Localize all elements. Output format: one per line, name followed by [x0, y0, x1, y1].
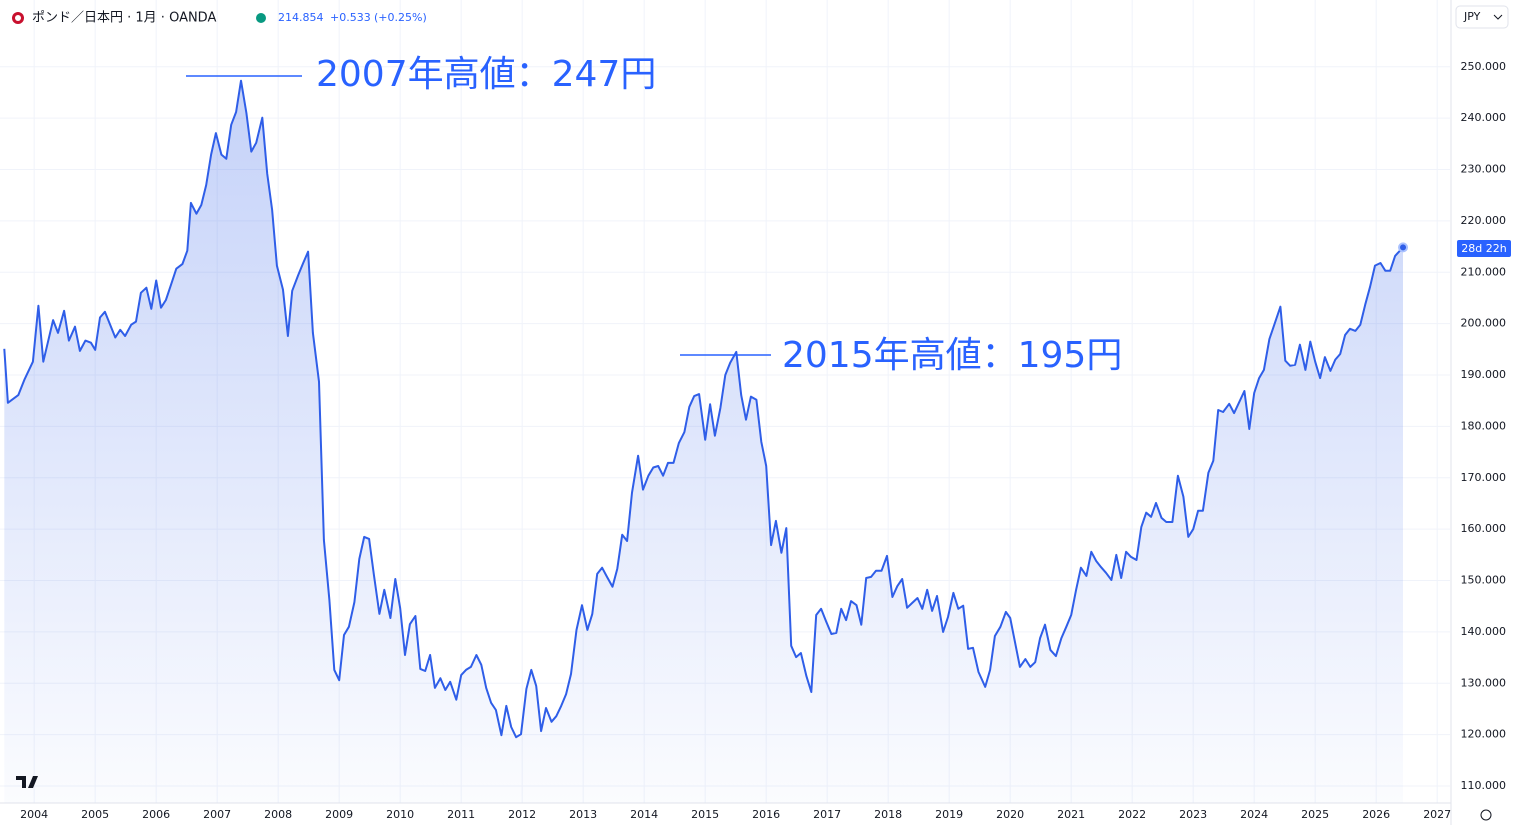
x-tick-label: 2007 [203, 808, 231, 821]
x-tick-label: 2004 [20, 808, 48, 821]
x-tick-label: 2006 [142, 808, 170, 821]
plot [3, 79, 1409, 803]
price-line [3, 79, 1404, 739]
x-tick-label: 2014 [630, 808, 658, 821]
x-tick-label: 2017 [813, 808, 841, 821]
x-tick-label: 2024 [1240, 808, 1268, 821]
x-tick-label: 2011 [447, 808, 475, 821]
price-change: +0.533 [330, 11, 371, 24]
y-tick-label: 200.000 [1461, 317, 1507, 330]
logo[interactable] [16, 776, 38, 788]
symbol-title: ポンド／日本円 · 1月 · OANDA [32, 11, 216, 26]
x-tick-label: 2016 [752, 808, 780, 821]
y-tick-label: 140.000 [1461, 625, 1507, 638]
y-tick-label: 120.000 [1461, 728, 1507, 741]
y-tick-label: 220.000 [1461, 214, 1507, 227]
y-tick-label: 250.000 [1461, 60, 1507, 73]
x-tick-label: 2025 [1301, 808, 1329, 821]
last-price: 214.854 [278, 11, 324, 24]
x-tick-label: 2022 [1118, 808, 1146, 821]
y-tick-label: 230.000 [1461, 163, 1507, 176]
y-tick-label: 170.000 [1461, 471, 1507, 484]
x-tick-label: 2019 [935, 808, 963, 821]
x-tick-label: 2013 [569, 808, 597, 821]
x-tick-label: 2018 [874, 808, 902, 821]
y-tick-label: 210.000 [1461, 265, 1507, 278]
x-tick-label: 2008 [264, 808, 292, 821]
x-tick-label: 2005 [81, 808, 109, 821]
y-tick-label: 190.000 [1461, 368, 1507, 381]
x-tick-label: 2009 [325, 808, 353, 821]
x-tick-label: 2012 [508, 808, 536, 821]
annotation: 2007年高値：247円 [316, 54, 656, 95]
last-point [1398, 242, 1409, 253]
currency-button[interactable] [1455, 5, 1509, 29]
y-tick-label: 240.000 [1461, 111, 1507, 124]
market-status [256, 13, 266, 23]
annotation: 2015年高値：195円 [782, 335, 1122, 376]
price-change-pct: (+0.25%) [374, 11, 427, 24]
x-tick-label: 2015 [691, 808, 719, 821]
y-tick-label: 180.000 [1461, 419, 1507, 432]
x-tick-label: 2010 [386, 808, 414, 821]
flag-icon-inner [15, 15, 21, 21]
y-tick-label: 110.000 [1461, 779, 1507, 792]
x-tick-label: 2027 [1423, 808, 1451, 821]
settings-icon[interactable] [1480, 809, 1492, 821]
y-tick-label: 160.000 [1461, 522, 1507, 535]
currency-caret [1493, 14, 1503, 20]
y-tick-label: 130.000 [1461, 676, 1507, 689]
area-fill [4, 80, 1403, 803]
currency-label[interactable]: JPY [1463, 10, 1481, 23]
x-tick-label: 2021 [1057, 808, 1085, 821]
y-tick-label: 150.000 [1461, 574, 1507, 587]
x-tick-label: 2026 [1362, 808, 1390, 821]
x-tick-label: 2023 [1179, 808, 1207, 821]
x-tick-label: 2020 [996, 808, 1024, 821]
countdown: 28d 22h [1461, 242, 1506, 255]
countdown-box [1457, 240, 1511, 257]
